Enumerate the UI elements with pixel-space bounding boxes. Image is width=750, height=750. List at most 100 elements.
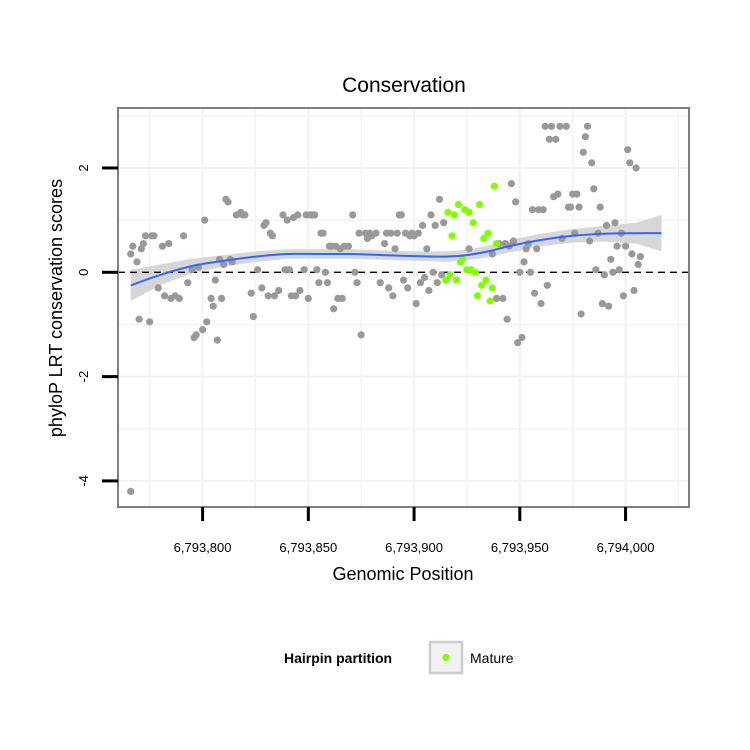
point-other bbox=[543, 281, 551, 289]
point-mature bbox=[476, 200, 484, 209]
point-mature bbox=[484, 229, 492, 237]
point-other bbox=[165, 240, 173, 248]
point-other bbox=[636, 253, 645, 261]
point-other bbox=[554, 190, 562, 198]
point-other bbox=[588, 159, 596, 167]
x-tick-label: 6,793,800 bbox=[174, 540, 232, 555]
point-other bbox=[509, 237, 518, 245]
point-other bbox=[611, 219, 619, 227]
point-other bbox=[133, 258, 141, 266]
point-other bbox=[533, 245, 541, 253]
point-other bbox=[630, 286, 638, 295]
point-other bbox=[264, 292, 272, 300]
point-other bbox=[207, 294, 215, 302]
point-other bbox=[380, 240, 389, 248]
point-mature bbox=[490, 182, 498, 190]
point-other bbox=[528, 206, 537, 214]
point-other bbox=[581, 133, 590, 141]
point-other bbox=[624, 146, 632, 154]
legend: Hairpin partition Mature bbox=[284, 640, 514, 675]
legend-marker-mature bbox=[442, 653, 450, 662]
point-other bbox=[135, 315, 143, 323]
point-mature bbox=[473, 292, 482, 300]
point-other bbox=[619, 292, 628, 300]
point-other bbox=[199, 326, 207, 334]
point-mature bbox=[493, 240, 501, 248]
point-other bbox=[598, 300, 606, 308]
point-other bbox=[353, 279, 361, 287]
point-mature bbox=[465, 208, 473, 216]
point-other bbox=[258, 284, 266, 292]
point-other bbox=[600, 271, 609, 279]
x-tick-label: 6,793,850 bbox=[279, 540, 337, 555]
point-other bbox=[545, 135, 554, 143]
point-other bbox=[418, 221, 427, 229]
confidence-band bbox=[130, 214, 662, 301]
point-other bbox=[596, 203, 604, 211]
point-other bbox=[344, 242, 353, 250]
point-other bbox=[541, 122, 549, 130]
point-other bbox=[423, 245, 431, 253]
point-other bbox=[575, 203, 583, 211]
point-other bbox=[127, 487, 135, 495]
point-other bbox=[139, 240, 147, 248]
point-other bbox=[425, 286, 433, 295]
point-other bbox=[158, 242, 166, 250]
point-other bbox=[547, 122, 556, 130]
point-other bbox=[254, 266, 262, 274]
point-other bbox=[511, 198, 520, 206]
point-mature bbox=[480, 234, 488, 242]
point-other bbox=[556, 122, 564, 130]
point-other bbox=[294, 211, 302, 219]
point-other bbox=[605, 302, 613, 310]
point-other bbox=[218, 294, 226, 302]
point-other bbox=[518, 333, 526, 342]
point-other bbox=[590, 185, 598, 193]
point-other bbox=[192, 331, 200, 339]
point-other bbox=[573, 190, 581, 198]
point-other bbox=[615, 266, 623, 274]
point-other bbox=[583, 122, 592, 130]
point-other bbox=[247, 289, 255, 297]
point-other bbox=[304, 294, 312, 302]
point-other bbox=[586, 237, 594, 245]
point-other bbox=[175, 294, 183, 302]
point-mature bbox=[486, 297, 494, 305]
point-mature bbox=[450, 211, 458, 219]
point-other bbox=[285, 266, 293, 274]
point-other bbox=[514, 339, 522, 347]
legend-label-mature: Mature bbox=[470, 650, 514, 666]
point-other bbox=[416, 279, 424, 287]
point-other bbox=[433, 279, 441, 287]
point-other bbox=[562, 122, 570, 130]
point-other bbox=[440, 219, 448, 227]
point-mature bbox=[452, 276, 460, 284]
point-other bbox=[141, 232, 150, 240]
point-other bbox=[275, 286, 283, 295]
grid-lines bbox=[118, 108, 689, 507]
point-mature bbox=[459, 255, 467, 263]
point-other bbox=[391, 245, 399, 253]
point-other bbox=[592, 266, 600, 274]
y-axis-label: phyloP LRT conservation scores bbox=[46, 179, 66, 437]
point-other bbox=[129, 242, 137, 250]
point-other bbox=[296, 286, 304, 295]
point-other bbox=[279, 211, 287, 219]
point-other bbox=[203, 318, 211, 326]
x-axis-label: Genomic Position bbox=[332, 564, 473, 584]
point-other bbox=[249, 313, 257, 321]
point-other bbox=[180, 232, 188, 240]
point-other bbox=[465, 245, 473, 253]
point-other bbox=[313, 266, 321, 274]
point-mature bbox=[446, 271, 454, 279]
point-other bbox=[376, 279, 384, 287]
point-other bbox=[567, 203, 575, 211]
point-other bbox=[427, 211, 435, 219]
point-other bbox=[319, 229, 327, 237]
point-other bbox=[311, 211, 319, 219]
point-other bbox=[431, 221, 439, 229]
point-mature bbox=[471, 268, 479, 276]
legend-title: Hairpin partition bbox=[284, 650, 392, 666]
point-other bbox=[552, 135, 560, 143]
